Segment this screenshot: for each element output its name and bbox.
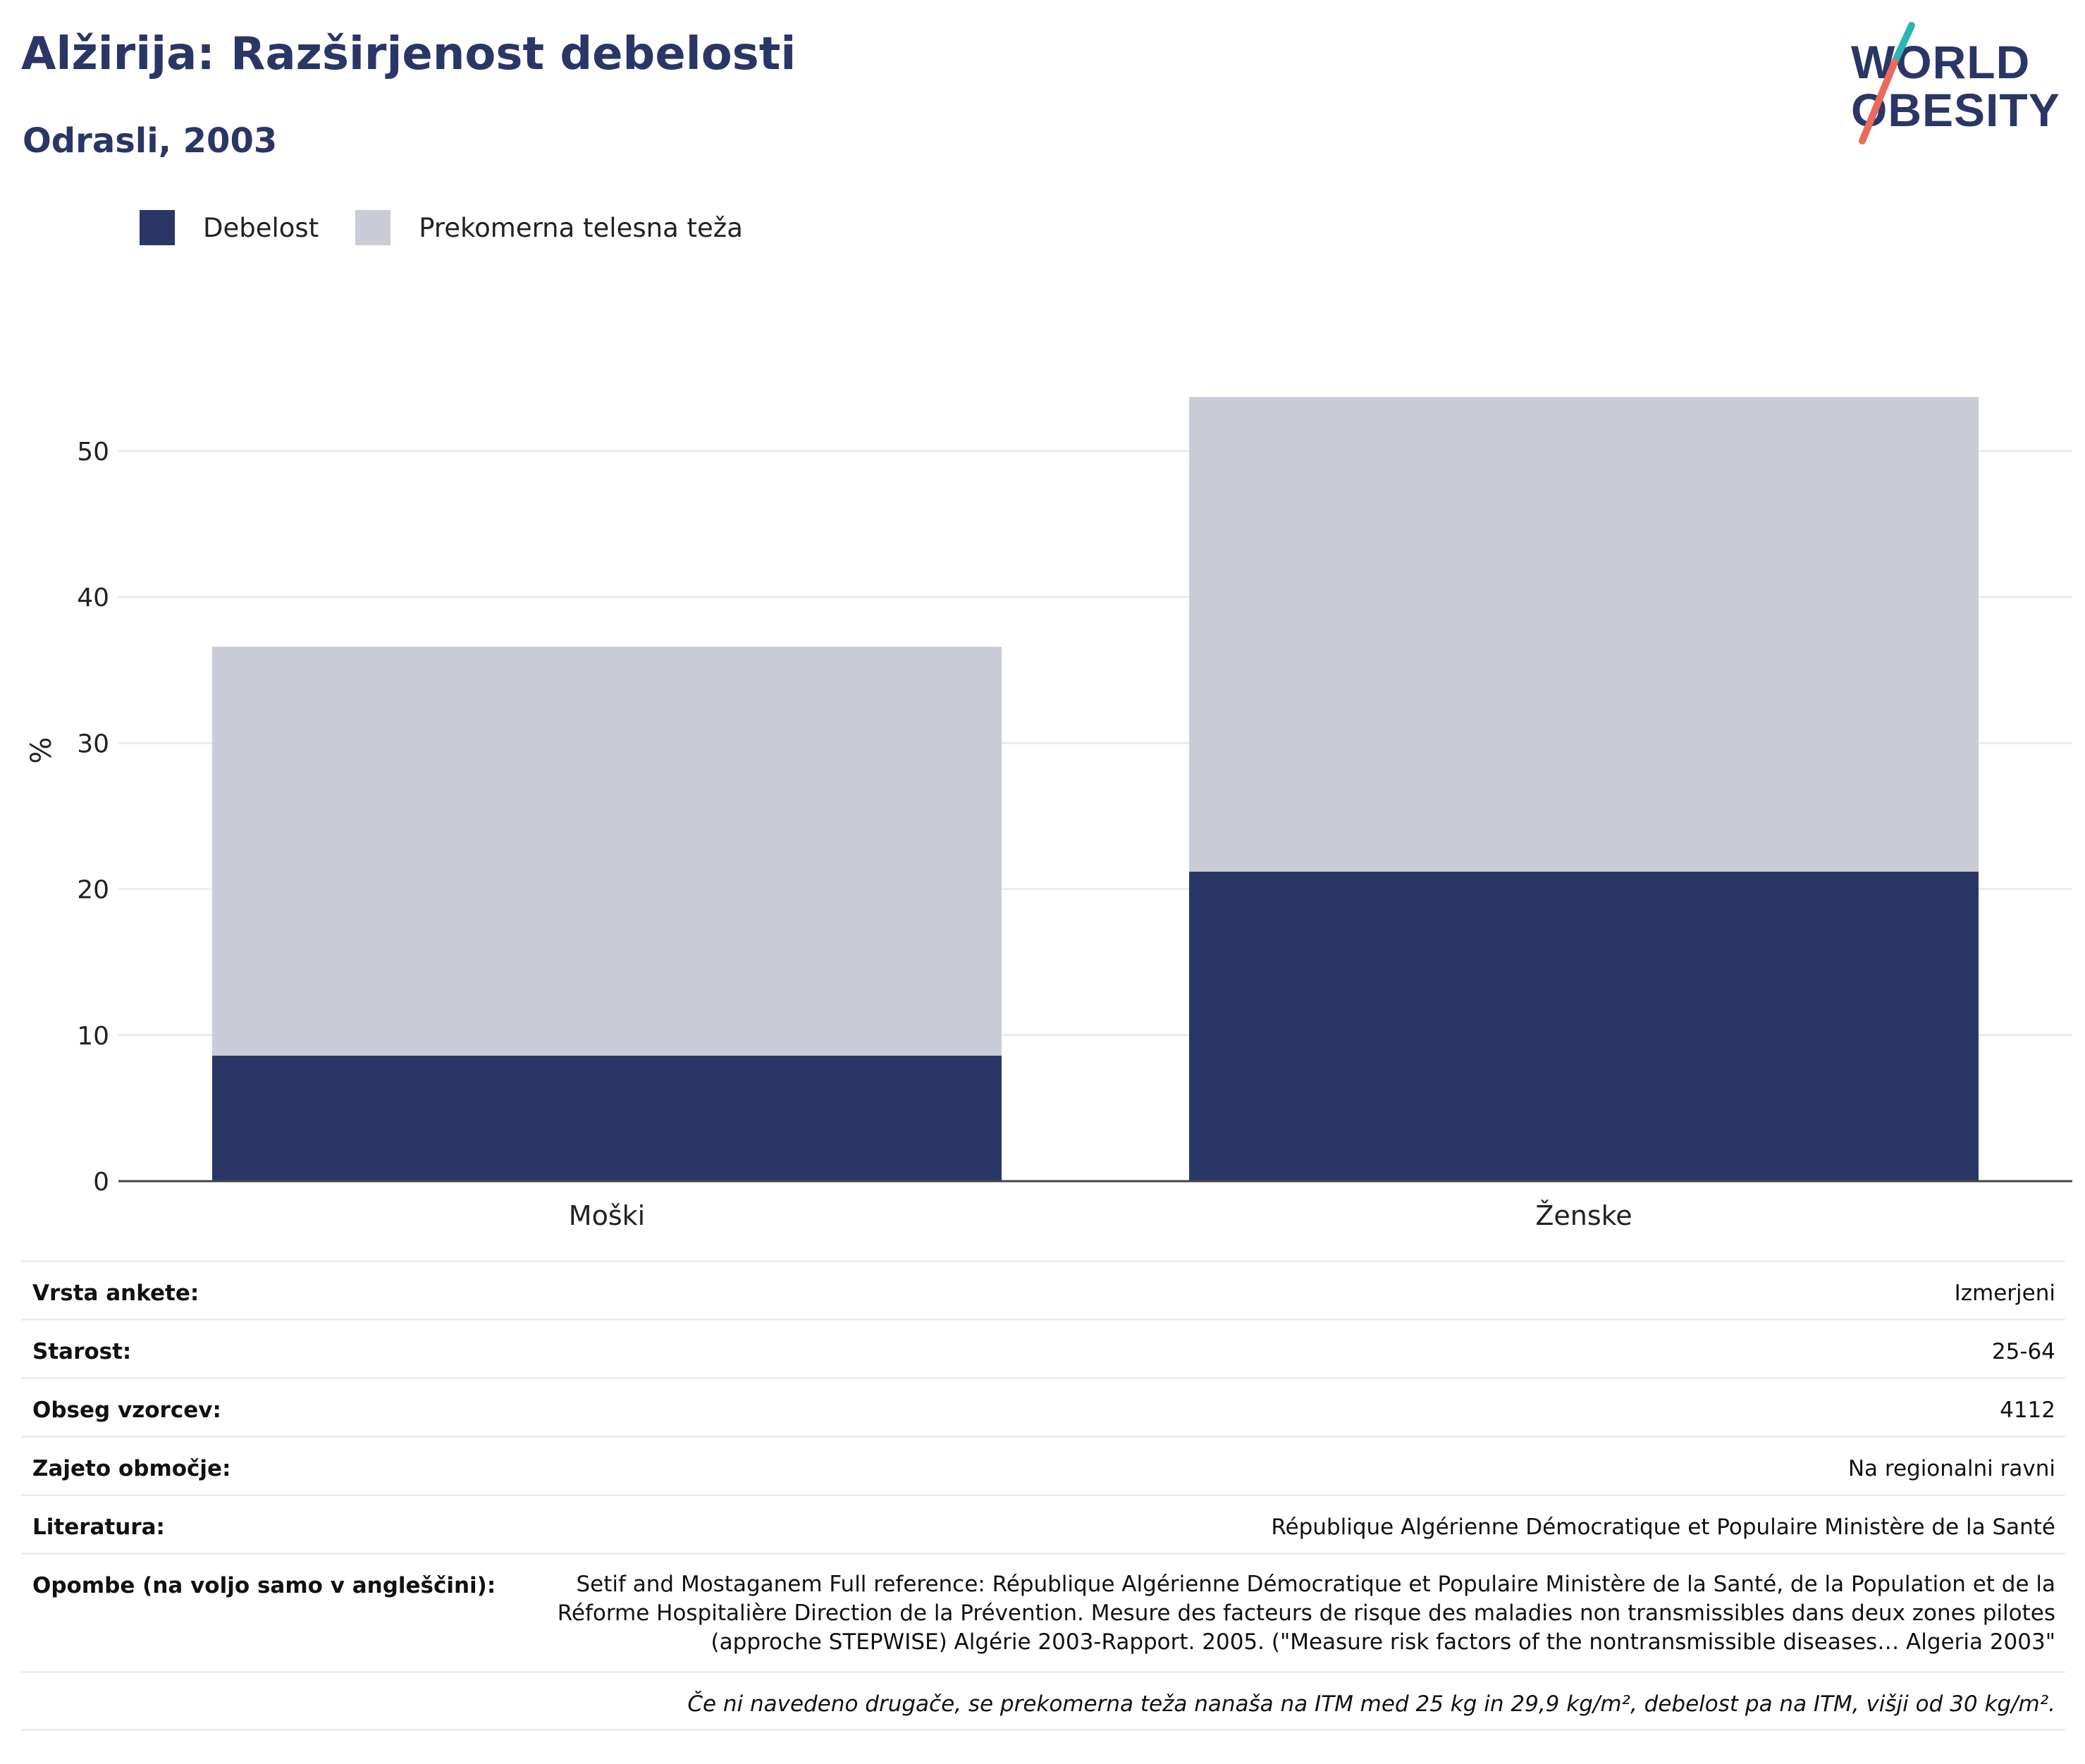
info-value: Izmerjeni [1954,1281,2055,1306]
x-tick-label: Moški [569,1200,645,1231]
info-key: Literatura: [32,1515,165,1540]
y-tick-label: 0 [93,1168,109,1197]
stacked-bar-chart: 0 10 20 30 40 50% Moški Ženske [25,397,2072,1231]
chart-subtitle: Odrasli, 2003 [23,121,278,161]
y-tick-label: 20 [77,876,109,905]
info-key: Vrsta ankete: [32,1281,199,1306]
logo-slash-icon [1859,22,1915,144]
y-axis-label: % [25,737,58,764]
info-row-sample-size: Obseg vzorcev: 4112 [21,1377,2065,1436]
info-key: Starost: [32,1339,132,1364]
info-key: Opombe (na voljo samo v angleščini): [32,1573,496,1598]
bar-overweight [1189,397,1979,872]
survey-info-table: Vrsta ankete: Izmerjeni Starost: 25-64 O… [21,1260,2065,1731]
legend-item-overweight: Prekomerna telesna teža [355,210,743,245]
legend-label-obesity: Debelost [203,212,319,243]
y-tick-label: 10 [77,1022,109,1051]
info-value: 4112 [2000,1398,2055,1423]
info-value: 25-64 [1991,1339,2055,1364]
world-obesity-logo: WORLD OBESITY [1841,20,2074,147]
legend-label-overweight: Prekomerna telesna teža [419,212,743,243]
bar-overweight [212,646,1002,1056]
info-row-age: Starost: 25-64 [21,1319,2065,1377]
info-row-area: Zajeto območje: Na regionalni ravni [21,1436,2065,1494]
chart-title: Alžirija: Razširjenost debelosti [21,28,797,80]
info-value: Setif and Mostaganem Full reference: Rép… [557,1572,2055,1655]
logo-text-world: WORLD [1851,36,2031,88]
info-key: Obseg vzorcev: [32,1398,221,1423]
bar-obesity [212,1055,1002,1181]
bar-obesity [1189,871,1979,1181]
info-footnote-row: Če ni navedeno drugače, se prekomerna te… [21,1671,2065,1731]
y-tick-label: 30 [77,729,109,758]
footnote: Če ni navedeno drugače, se prekomerna te… [687,1691,2055,1717]
legend-swatch-obesity [140,210,175,245]
y-tick-label: 50 [77,438,109,467]
x-tick-label: Ženske [1535,1200,1632,1231]
info-value: Na regionalni ravni [1847,1456,2055,1481]
legend-item-obesity: Debelost [140,210,319,245]
info-value: République Algérienne Démocratique et Po… [1271,1515,2055,1540]
info-row-literature: Literatura: République Algérienne Démocr… [21,1494,2065,1553]
legend-swatch-overweight [355,210,391,245]
info-key: Zajeto območje: [32,1456,231,1481]
chart-legend: Debelost Prekomerna telesna teža [140,209,780,247]
y-tick-label: 40 [77,584,109,612]
info-row-survey-type: Vrsta ankete: Izmerjeni [21,1260,2065,1319]
info-row-notes: Opombe (na voljo samo v angleščini): Set… [21,1553,2065,1671]
